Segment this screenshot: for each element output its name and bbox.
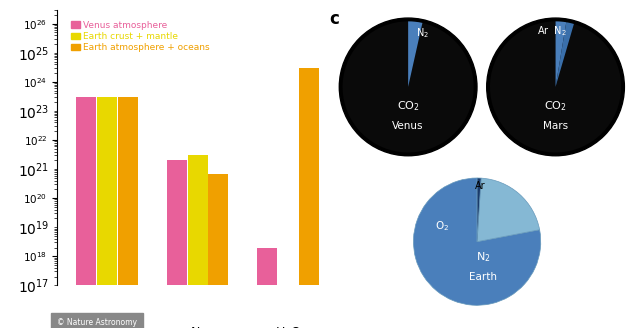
Text: H$_2$O: H$_2$O xyxy=(275,326,302,328)
Circle shape xyxy=(487,18,624,156)
Text: CO$_2$: CO$_2$ xyxy=(397,100,420,113)
Bar xyxy=(299,68,319,328)
Circle shape xyxy=(339,18,477,156)
Text: CO$_2$: CO$_2$ xyxy=(94,326,120,328)
Wedge shape xyxy=(555,22,574,87)
Wedge shape xyxy=(555,21,566,87)
Text: N$_2$: N$_2$ xyxy=(476,251,491,264)
Wedge shape xyxy=(477,178,481,242)
Bar xyxy=(257,248,277,328)
Bar xyxy=(167,160,186,328)
Bar xyxy=(188,155,207,328)
Wedge shape xyxy=(477,178,540,242)
Text: Earth: Earth xyxy=(469,272,498,282)
Text: CO$_2$: CO$_2$ xyxy=(544,100,567,113)
Wedge shape xyxy=(342,21,474,153)
Text: Ar: Ar xyxy=(475,181,486,191)
Text: c: c xyxy=(330,10,340,28)
Legend: Venus atmosphere, Earth crust + mantle, Earth atmosphere + oceans: Venus atmosphere, Earth crust + mantle, … xyxy=(67,17,214,56)
Text: N$_2$: N$_2$ xyxy=(190,326,205,328)
Wedge shape xyxy=(408,21,422,87)
Text: Venus: Venus xyxy=(392,121,424,131)
Text: © Nature Astronomy: © Nature Astronomy xyxy=(57,318,137,327)
Text: N$_2$: N$_2$ xyxy=(416,26,429,40)
Bar xyxy=(97,97,117,328)
Wedge shape xyxy=(490,21,621,153)
Text: Mars: Mars xyxy=(543,121,568,131)
Bar xyxy=(118,97,138,328)
Bar xyxy=(209,174,228,328)
Text: Ar  N$_2$: Ar N$_2$ xyxy=(538,24,567,38)
Bar xyxy=(76,97,96,328)
Text: O$_2$: O$_2$ xyxy=(435,219,449,233)
Wedge shape xyxy=(413,178,541,305)
